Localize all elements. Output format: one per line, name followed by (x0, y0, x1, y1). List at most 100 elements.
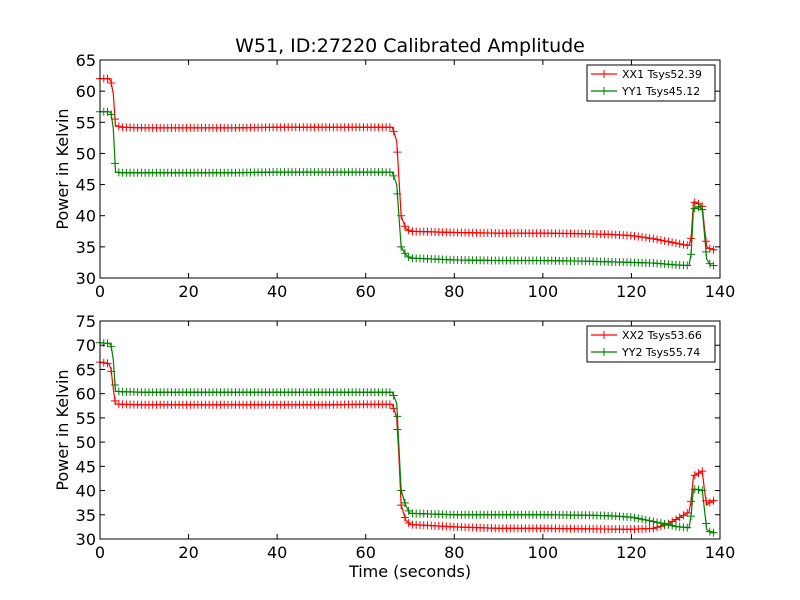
data-point (698, 486, 707, 495)
data-point (702, 247, 711, 256)
x-tick-label: 20 (178, 282, 198, 301)
x-tick-label: 0 (95, 543, 105, 562)
data-point (686, 234, 695, 243)
legend-box (586, 64, 716, 102)
y-tick-label: 60 (76, 82, 96, 101)
data-point (385, 400, 394, 409)
y-axis-label: Power in Kelvin (53, 108, 72, 229)
plot-frame (99, 320, 721, 540)
y-tick-label: 75 (76, 312, 96, 331)
y-tick-label: 65 (76, 360, 96, 379)
data-point (686, 512, 695, 521)
data-point (107, 342, 116, 351)
legend-label: XX2 Tsys53.66 (622, 329, 702, 342)
data-point (705, 244, 714, 253)
data-point (649, 234, 658, 243)
y-axis-label: Power in Kelvin (53, 369, 72, 490)
data-point (690, 204, 699, 213)
legend-marker (600, 87, 608, 95)
data-point (385, 123, 394, 132)
legend-box (586, 325, 716, 363)
data-point (400, 513, 409, 522)
data-point (107, 110, 116, 119)
data-point (660, 236, 669, 245)
series-markers-1 (96, 74, 718, 254)
data-point (99, 358, 108, 367)
data-point (630, 513, 639, 522)
data-point (111, 380, 120, 389)
data-point (385, 168, 394, 177)
data-point (630, 232, 639, 241)
data-point (103, 339, 112, 348)
y-tick-label: 55 (76, 409, 96, 428)
y-tick-label: 70 (76, 336, 96, 355)
legend-label: YY2 Tsys55.74 (621, 346, 700, 359)
data-point (645, 234, 654, 243)
data-point (389, 404, 398, 413)
data-point (107, 79, 116, 88)
x-tick-label: 20 (178, 543, 198, 562)
x-tick-label: 60 (356, 282, 376, 301)
x-tick-label: 0 (95, 282, 105, 301)
y-tick-label: 45 (76, 176, 96, 195)
data-point (690, 471, 699, 480)
y-tick-label: 50 (76, 433, 96, 452)
data-point (709, 261, 718, 270)
data-point (111, 159, 120, 168)
legend-label: YY1 Tsys45.12 (621, 85, 700, 98)
x-tick-label: 40 (267, 543, 287, 562)
x-tick-label: 140 (705, 282, 736, 301)
y-tick-label: 35 (76, 238, 96, 257)
x-tick-label: 120 (616, 543, 647, 562)
data-point (404, 252, 413, 261)
data-point (709, 245, 718, 254)
data-point (698, 467, 707, 476)
top-panel: 0 20 40 60 80 100 120 140 30 35 40 45 50 55 60 65 Power … (53, 51, 735, 301)
data-point (705, 259, 714, 268)
y-tick-label: 60 (76, 385, 96, 404)
data-point (683, 241, 692, 250)
y-tick-label: 65 (76, 51, 96, 70)
x-tick-label: 80 (444, 282, 464, 301)
data-point (683, 523, 692, 532)
legend-marker (600, 70, 608, 78)
data-point (702, 237, 711, 246)
data-point (641, 233, 650, 242)
data-point (664, 520, 673, 529)
legend-marker (600, 348, 608, 356)
data-point (686, 497, 695, 506)
data-point (649, 524, 658, 533)
data-point (686, 250, 695, 259)
data-point (694, 469, 703, 478)
x-axis-label: Time (seconds) (348, 562, 471, 581)
data-point (694, 485, 703, 494)
data-point (675, 239, 684, 248)
data-point (404, 226, 413, 235)
x-tick-label: 120 (616, 282, 647, 301)
y-tick-label: 30 (76, 269, 96, 288)
data-point (638, 515, 647, 524)
data-point (385, 388, 394, 397)
plot-frame (99, 59, 721, 279)
data-point (671, 515, 680, 524)
data-point (675, 513, 684, 522)
data-point (668, 521, 677, 530)
legend: XX1 Tsys52.39 YY1 Tsys45.12 (586, 64, 716, 102)
data-point (653, 518, 662, 527)
data-point (114, 122, 123, 131)
data-point (656, 236, 665, 245)
data-point (626, 513, 635, 522)
data-point (668, 238, 677, 247)
data-point (664, 237, 673, 246)
y-tick-label: 50 (76, 144, 96, 163)
data-point (389, 171, 398, 180)
x-tick-label: 140 (705, 543, 736, 562)
y-tick-label: 30 (76, 530, 96, 549)
legend-label: XX1 Tsys52.39 (622, 68, 702, 81)
data-point (397, 242, 406, 251)
data-point (671, 239, 680, 248)
data-point (404, 519, 413, 528)
series-markers-2 (96, 338, 718, 537)
data-point (705, 498, 714, 507)
